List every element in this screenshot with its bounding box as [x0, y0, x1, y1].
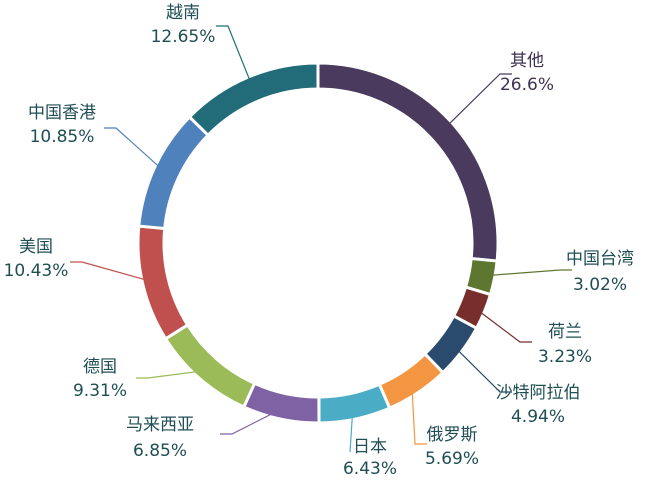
slice-9-value-label: 10.43% — [4, 261, 69, 281]
slice-8-leader-line — [136, 369, 207, 379]
slice-2-leader-line — [483, 269, 572, 277]
slice-11-category-label: 越南 — [166, 3, 200, 23]
slice-2-category-label: 中国台湾 — [566, 249, 634, 269]
slice-6-value-label: 6.43% — [343, 459, 397, 478]
slice-6-leader-line — [349, 408, 354, 453]
slice-5-value-label: 5.69% — [425, 449, 479, 469]
slice-10-leader-line — [104, 127, 166, 173]
slice-11-leader-line — [216, 25, 254, 88]
slice-4-category-label: 沙特阿拉伯 — [496, 383, 581, 403]
slice-8-arc[interactable] — [163, 322, 257, 409]
slice-6-category-label: 日本 — [353, 437, 387, 457]
slice-10-value-label: 10.85% — [30, 127, 95, 147]
slice-1-category-label: 其他 — [510, 51, 544, 71]
slice-4-value-label: 4.94% — [511, 407, 565, 427]
slice-5-arc[interactable] — [377, 351, 446, 411]
slice-5-leader-line — [411, 383, 427, 445]
slice-7-value-label: 6.85% — [133, 441, 187, 461]
slice-1-value-label: 26.6% — [500, 75, 554, 95]
slice-3-leader-line — [473, 307, 532, 343]
slice-8-category-label: 德国 — [83, 357, 117, 377]
slice-6-arc[interactable] — [317, 382, 392, 425]
slice-3-category-label: 荷兰 — [548, 322, 582, 342]
slice-3-value-label: 3.23% — [538, 347, 592, 367]
slice-10-category-label: 中国香港 — [28, 103, 96, 123]
slice-5-category-label: 俄罗斯 — [427, 425, 478, 445]
slice-1-leader-line — [442, 73, 512, 131]
slice-2-value-label: 3.02% — [573, 275, 627, 295]
slice-10-arc[interactable] — [137, 114, 211, 231]
slice-8-value-label: 9.31% — [73, 381, 127, 401]
slice-7-arc[interactable] — [241, 381, 321, 425]
slice-7-leader-line — [220, 407, 284, 435]
slice-11-value-label: 12.65% — [151, 27, 216, 47]
slice-9-arc[interactable] — [136, 224, 190, 341]
slice-7-category-label: 马来西亚 — [126, 415, 194, 435]
slice-11-arc[interactable] — [187, 61, 320, 138]
slice-9-leader-line — [70, 261, 154, 283]
slice-4-leader-line — [452, 344, 512, 393]
slice-1-arc[interactable] — [316, 61, 500, 263]
slice-9-category-label: 美国 — [19, 237, 53, 257]
